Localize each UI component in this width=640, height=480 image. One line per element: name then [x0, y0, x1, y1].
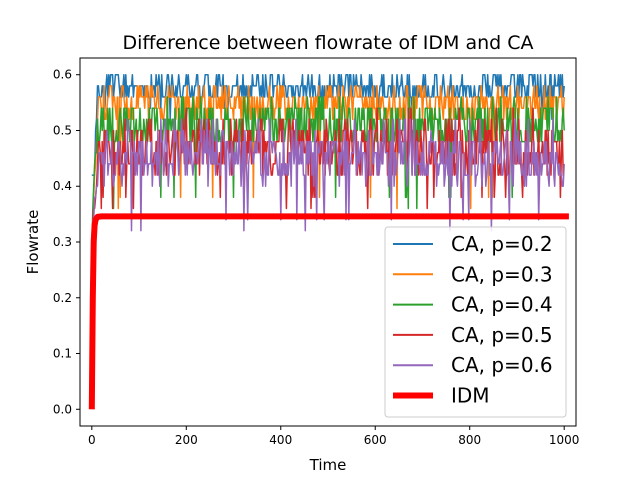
legend: CA, p=0.2 CA, p=0.3 CA, p=0.4 CA, p=0.5 CA, … [384, 226, 567, 418]
legend-label: CA, p=0.6 [451, 353, 553, 377]
legend-label: CA, p=0.3 [451, 262, 553, 286]
x-tick-label: 200 [175, 433, 198, 447]
plot-series-group [88, 73, 569, 410]
legend-label: CA, p=0.5 [451, 323, 553, 347]
y-tick-label: 0.3 [53, 235, 72, 249]
y-tick-label: 0.2 [53, 291, 72, 305]
legend-label: CA, p=0.4 [451, 293, 553, 317]
series-line-5 [88, 213, 569, 410]
y-tick-label: 0.1 [53, 347, 72, 361]
series-line-1 [91, 85, 565, 254]
x-tick-label: 1000 [549, 433, 580, 447]
legend-label: CA, p=0.2 [451, 232, 553, 256]
x-tick-label: 800 [458, 433, 481, 447]
series-line-0 [91, 73, 565, 176]
x-tick-label: 600 [364, 433, 387, 447]
chart-title: Difference between flowrate of IDM and C… [122, 32, 533, 54]
x-tick-label: 400 [269, 433, 292, 447]
y-tick-label: 0.4 [53, 179, 72, 193]
y-tick-label: 0.6 [53, 68, 72, 82]
ticks-group: 0 200 400 600 800 1000 0.0 0.1 0.2 0.3 0.4 0.5 0.6 [53, 68, 580, 447]
x-tick-label: 0 [88, 433, 96, 447]
y-axis-label: Flowrate [24, 210, 42, 275]
y-tick-label: 0.5 [53, 123, 72, 137]
x-axis-label: Time [309, 456, 347, 474]
series-line-4 [91, 118, 565, 254]
y-tick-label: 0.0 [53, 402, 72, 416]
legend-label: IDM [451, 384, 490, 408]
